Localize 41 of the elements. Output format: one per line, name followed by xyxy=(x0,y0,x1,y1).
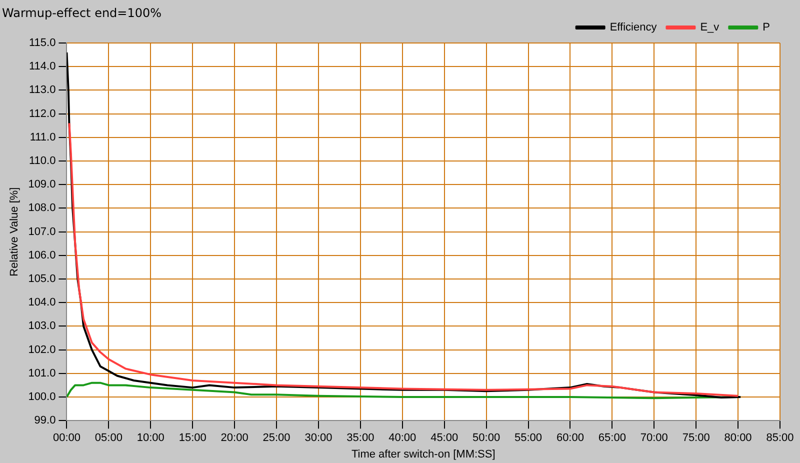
y-axis-title: Relative Value [%] xyxy=(8,187,21,276)
legend-label: Efficiency xyxy=(610,22,658,34)
x-tick-label: 50:00 xyxy=(472,432,500,444)
x-tick-label: 40:00 xyxy=(388,432,416,444)
y-tick-label: 108.0 xyxy=(28,202,56,214)
y-tick-label: 112.0 xyxy=(29,108,56,120)
y-tick-label: 103.0 xyxy=(28,320,56,332)
text: Warmup-effect end=100% xyxy=(2,6,162,20)
y-tick-label: 111.0 xyxy=(30,131,56,144)
y-tick-label: 113.0 xyxy=(29,84,56,96)
x-tick-label: 60:00 xyxy=(556,432,584,444)
x-tick-label: 45:00 xyxy=(430,432,458,444)
x-tick-label: 75:00 xyxy=(682,432,710,444)
legend-label: P xyxy=(762,22,770,34)
x-tick-label: 55:00 xyxy=(514,432,542,444)
x-tick-label: 65:00 xyxy=(598,432,626,444)
x-tick-label: 30:00 xyxy=(304,432,332,444)
x-tick-label: 15:00 xyxy=(178,432,206,444)
y-tick-label: 109.0 xyxy=(28,178,56,191)
x-tick-label: 85:00 xyxy=(766,432,794,444)
x-tick-label: 20:00 xyxy=(220,432,248,444)
x-tick-label: 80:00 xyxy=(724,432,752,444)
legend-label: E_v xyxy=(700,22,720,34)
y-tick-label: 107.0 xyxy=(28,226,56,238)
y-tick-label: 104.0 xyxy=(28,296,56,309)
y-tick-label: 115.0 xyxy=(29,37,56,50)
x-tick-label: 00:00 xyxy=(52,432,80,444)
y-tick-label: 99.0 xyxy=(34,414,56,427)
y-tick-label: 110.0 xyxy=(29,155,56,168)
x-tick-label: 35:00 xyxy=(346,432,374,444)
y-tick-label: 100.0 xyxy=(28,391,56,404)
y-tick-label: 101.0 xyxy=(28,367,56,380)
x-tick-label: 05:00 xyxy=(94,432,122,444)
x-tick-label: 10:00 xyxy=(136,432,164,444)
y-tick-label: 102.0 xyxy=(28,344,56,356)
y-tick-label: 106.0 xyxy=(28,249,56,262)
y-tick-label: 114.0 xyxy=(29,60,56,73)
y-tick-label: 105.0 xyxy=(28,273,56,286)
x-tick-label: 25:00 xyxy=(262,432,290,444)
x-tick-label: 70:00 xyxy=(640,432,668,444)
x-axis-title: Time after switch-on [MM:SS] xyxy=(351,448,496,460)
